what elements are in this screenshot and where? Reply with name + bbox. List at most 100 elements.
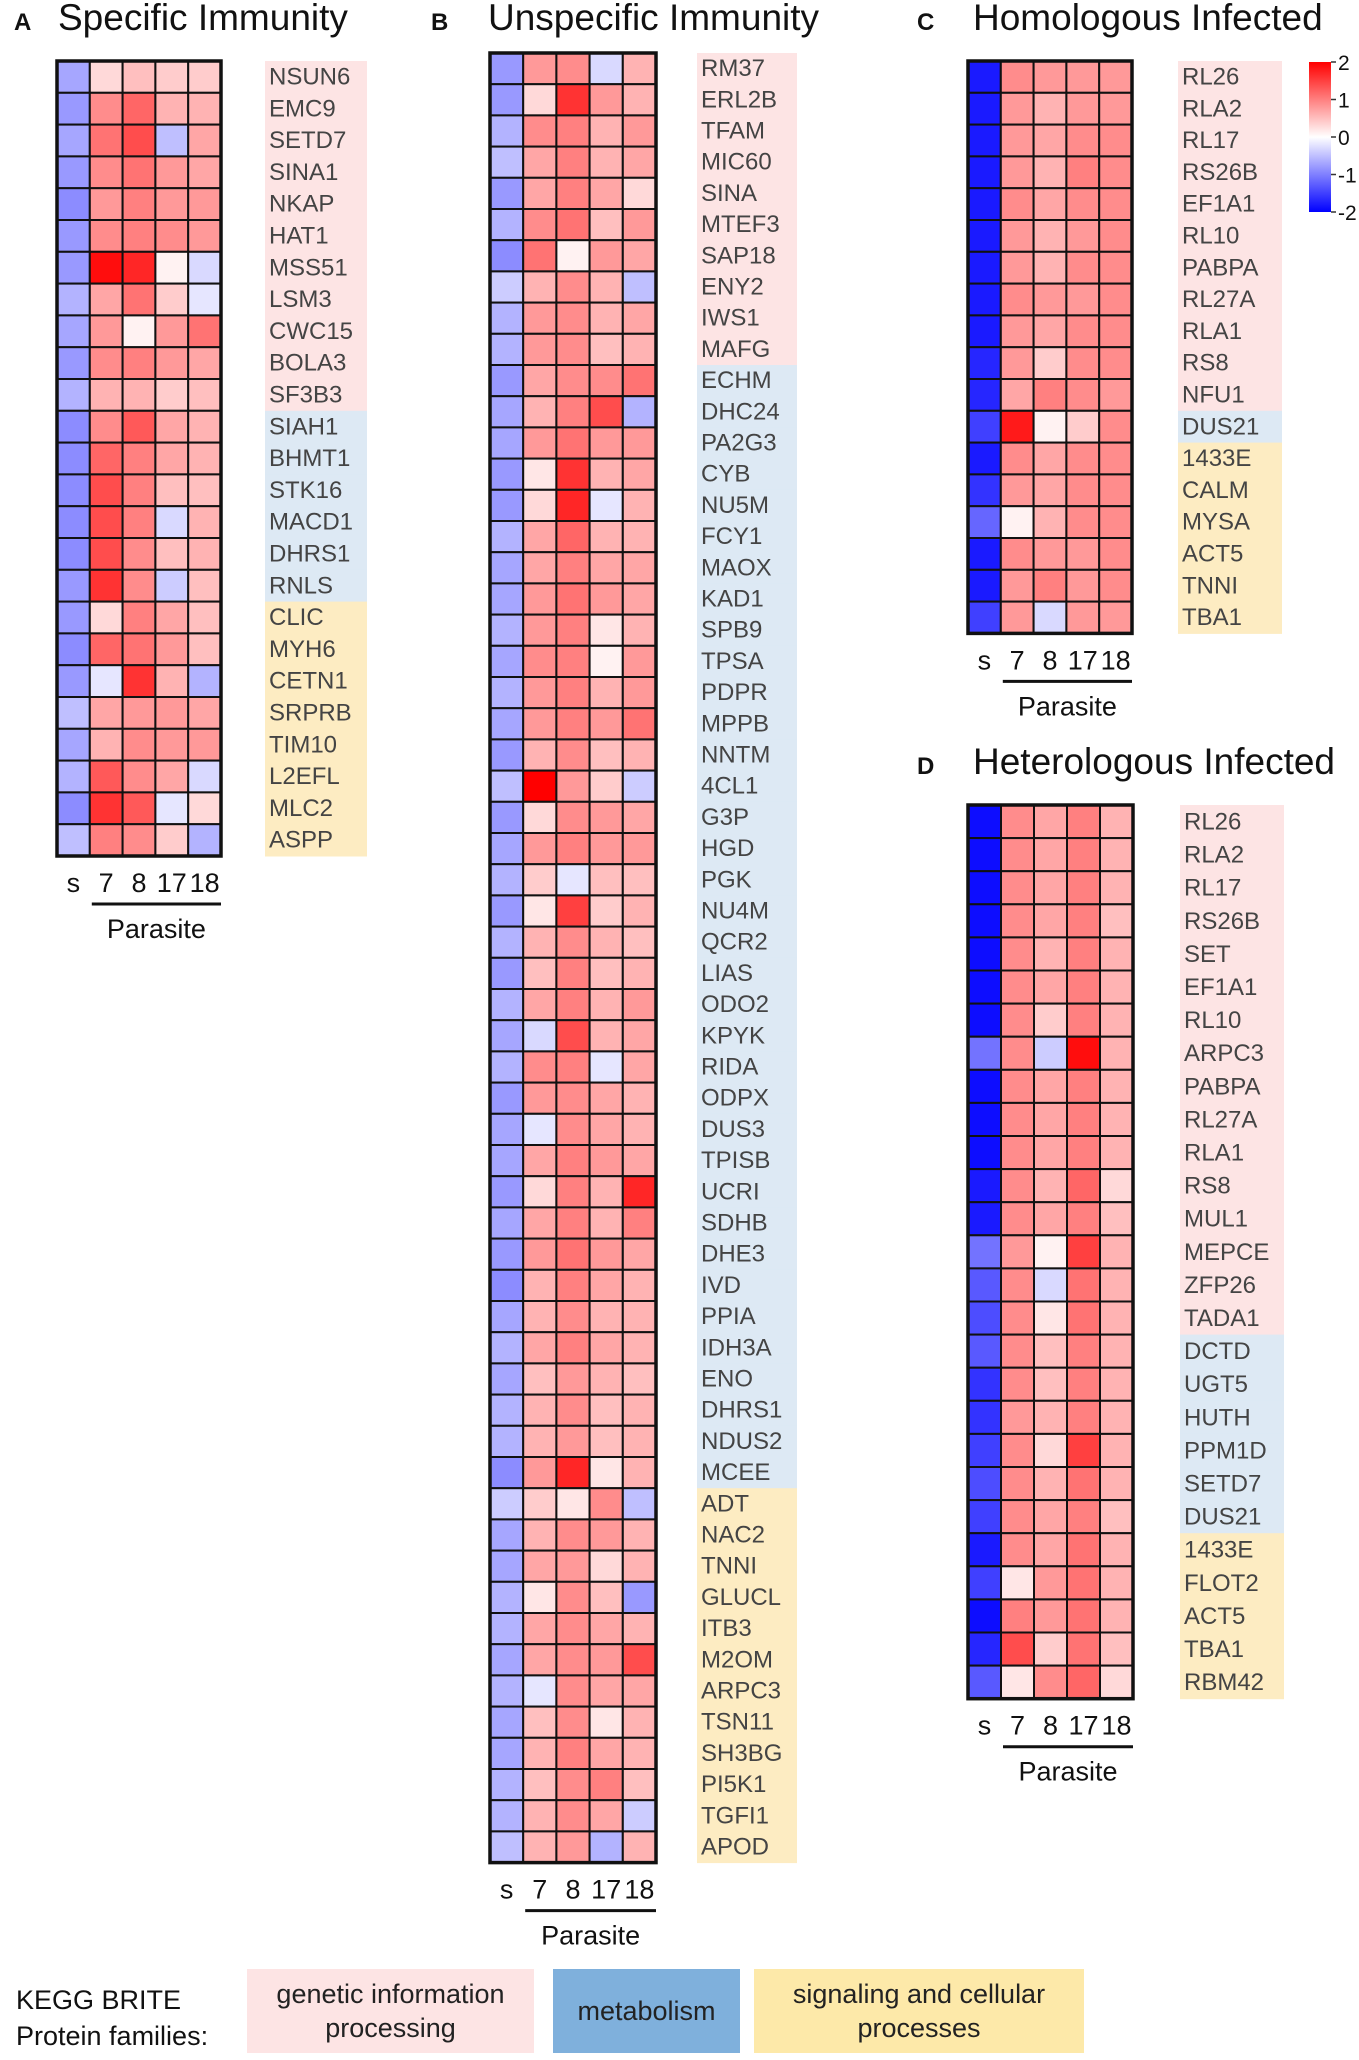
row-label: ENY2	[701, 273, 764, 300]
heatmap-cell	[1066, 969, 1101, 1005]
heatmap-cell	[555, 1268, 591, 1303]
row-label: NU5M	[701, 492, 769, 519]
row-family-band	[697, 53, 797, 85]
heatmap-cell	[88, 791, 124, 826]
heatmap-cell	[555, 176, 591, 211]
heatmap-cell	[1000, 870, 1035, 906]
heatmap-cell	[621, 1331, 657, 1365]
heatmap-cell	[1066, 1399, 1101, 1435]
heatmap-cell	[555, 613, 591, 647]
legend-signaling-box: signaling and cellular processes	[754, 1969, 1084, 2053]
heatmap-cell	[489, 301, 525, 335]
heatmap-cell	[588, 1518, 624, 1552]
heatmap-cell	[555, 239, 591, 273]
row-family-band	[1180, 1301, 1284, 1336]
heatmap-cell	[56, 823, 91, 858]
heatmap-cell	[522, 582, 558, 616]
heatmap-cell	[1098, 505, 1133, 540]
row-family-band	[1180, 1003, 1284, 1038]
row-label: ACT5	[1182, 541, 1243, 568]
heatmap-cell	[489, 1144, 525, 1178]
heatmap-cell	[967, 804, 1002, 840]
heatmap-cell	[555, 738, 591, 772]
heatmap-cell	[489, 1362, 525, 1396]
row-label: MTEF3	[701, 211, 780, 238]
heatmap-cell	[522, 1050, 558, 1084]
heatmap-cell	[621, 426, 657, 460]
row-label: GLUCL	[701, 1584, 781, 1611]
heatmap-cell	[88, 696, 124, 730]
heatmap-cell	[489, 1456, 525, 1490]
heatmap-cell	[522, 1705, 558, 1739]
heatmap-cell	[1098, 409, 1133, 444]
heatmap-cell	[555, 488, 591, 522]
heatmap-cell	[621, 1674, 657, 1708]
row-family-band	[1178, 410, 1282, 444]
heatmap-cell	[588, 832, 624, 866]
row-family-band	[697, 1706, 797, 1739]
heatmap-cell	[1065, 314, 1101, 349]
heatmap-cell	[1033, 1068, 1068, 1104]
heatmap-cell	[522, 1487, 558, 1521]
row-label: DUS21	[1184, 1504, 1261, 1531]
heatmap-cell	[967, 1002, 1002, 1038]
legend-metabolism-label: metabolism	[577, 1996, 716, 2026]
heatmap-cell	[621, 956, 657, 990]
heatmap-cell	[967, 568, 1002, 603]
heatmap-cell	[1099, 1499, 1134, 1535]
row-label: TFAM	[701, 117, 765, 144]
heatmap-cell	[588, 364, 624, 398]
heatmap-cell	[1032, 250, 1068, 285]
heatmap-cell	[588, 956, 624, 990]
row-family-band	[265, 347, 367, 380]
heatmap-border	[966, 59, 1134, 636]
heatmap-cell	[154, 123, 190, 158]
panel-letter: A	[14, 9, 31, 36]
heatmap-cell	[154, 759, 190, 794]
heatmap-cell	[621, 1393, 657, 1427]
heatmap-cell	[1000, 1631, 1035, 1667]
row-family-band	[697, 926, 797, 959]
heatmap-cell	[555, 644, 591, 678]
heatmap-cell	[1032, 473, 1068, 508]
heatmap-cell	[187, 537, 222, 571]
heatmap-cell	[967, 837, 1002, 873]
row-family-band	[697, 989, 797, 1021]
heatmap-cell	[88, 123, 124, 158]
row-label: RS8	[1184, 1173, 1231, 1200]
heatmap-cell	[56, 250, 91, 285]
row-label: ASPP	[269, 827, 333, 854]
row-label: ARPC3	[701, 1677, 781, 1704]
row-label: 1433E	[1184, 1537, 1253, 1564]
heatmap-cell	[489, 1268, 525, 1303]
heatmap-cell	[1099, 837, 1134, 873]
heatmap-cell	[187, 187, 222, 221]
heatmap-cell	[56, 568, 91, 603]
row-label: SPB9	[701, 617, 762, 644]
heatmap-cell	[588, 1019, 624, 1053]
heatmap-cell	[1066, 1664, 1101, 1700]
heatmap-cell	[1099, 1168, 1134, 1204]
heatmap-cell	[522, 863, 558, 897]
heatmap-cell	[588, 613, 624, 647]
row-family-band	[697, 1145, 797, 1177]
heatmap-cell	[621, 1237, 657, 1271]
heatmap-cell	[588, 1050, 624, 1084]
legend-genetic-line1: genetic information	[276, 1979, 505, 2009]
heatmap-cell	[88, 187, 124, 221]
heatmap-cell	[588, 488, 624, 522]
heatmap-cell	[522, 395, 558, 429]
row-label: NKAP	[269, 191, 334, 218]
heatmap-cell	[489, 1830, 525, 1864]
heatmap-cell	[1099, 1664, 1134, 1700]
row-label: CETN1	[269, 668, 348, 695]
row-label: RLA1	[1182, 318, 1242, 345]
heatmap-cell	[187, 568, 222, 603]
heatmap-cell	[621, 83, 657, 117]
row-label: M2OM	[701, 1646, 773, 1673]
heatmap-cell	[88, 378, 124, 412]
heatmap-cell	[1065, 219, 1101, 253]
heatmap-panel-c: C Homologous Infected RL26 RLA2 RL17 RS26B EF1…	[917, 0, 1323, 721]
heatmap-cell	[56, 282, 91, 317]
heatmap-cell	[187, 696, 222, 730]
